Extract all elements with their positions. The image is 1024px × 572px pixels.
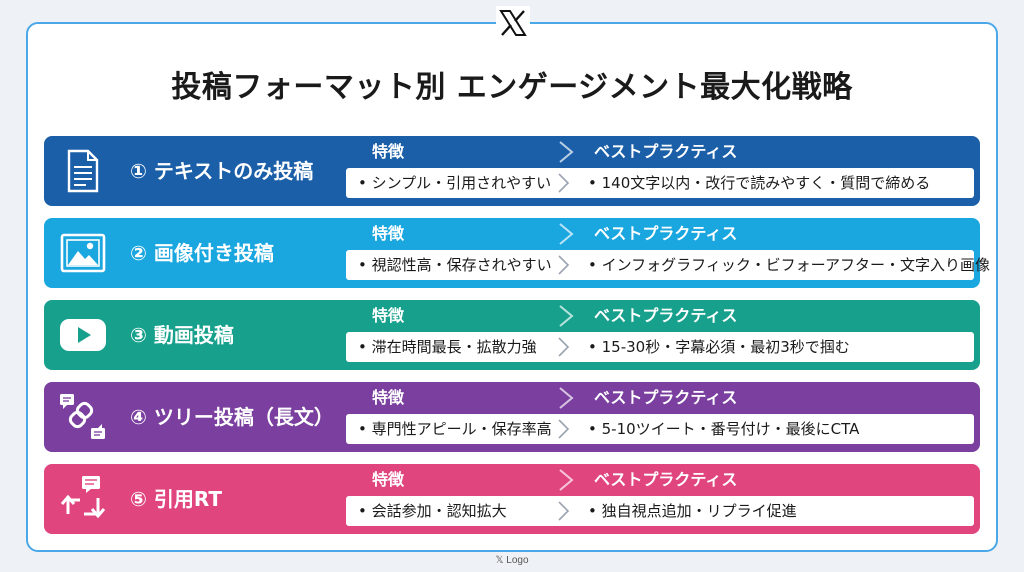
- quote-retweet-icon: [58, 474, 108, 524]
- features-text: • シンプル・引用されやすい: [346, 168, 554, 198]
- best-practice-text: • 140文字以内・改行で読みやすく・質問で締める: [574, 168, 974, 198]
- video-play-icon: [58, 310, 108, 360]
- chevron-right-icon: [559, 305, 574, 327]
- best-practice-text: • インフォグラフィック・ビフォーアフター・文字入り画像: [574, 250, 990, 280]
- features-header: 特徴: [372, 470, 405, 489]
- chevron-right-icon: [559, 387, 574, 409]
- format-row-thread: ④ ツリー投稿（長文） 特徴 ベストプラクティス • 専門性アピール・保存率高 …: [44, 382, 980, 452]
- features-text: • 視認性高・保存されやすい: [346, 250, 554, 280]
- best-practice-text: • 15-30秒・字幕必須・最初3秒で掴む: [574, 332, 974, 362]
- image-icon: [58, 228, 108, 278]
- chevron-right-icon: [559, 223, 574, 245]
- features-text: • 滞在時間最長・拡散力強: [346, 332, 554, 362]
- features-header: 特徴: [372, 306, 405, 325]
- format-name: ② 画像付き投稿: [130, 241, 274, 265]
- chevron-right-icon: [559, 141, 574, 163]
- features-text: • 会話参加・認知拡大: [346, 496, 554, 526]
- best-practice-text: • 5-10ツイート・番号付け・最後にCTA: [574, 414, 974, 444]
- format-name: ① テキストのみ投稿: [130, 159, 314, 183]
- features-header: 特徴: [372, 224, 405, 243]
- document-icon: [58, 146, 108, 196]
- best-practice-header: ベストプラクティス: [594, 388, 738, 407]
- best-practice-header: ベストプラクティス: [594, 142, 738, 161]
- page-title: 投稿フォーマット別 エンゲージメント最大化戦略: [171, 70, 853, 105]
- format-name: ⑤ 引用RT: [130, 487, 223, 511]
- thread-link-icon: [58, 392, 108, 442]
- chevron-right-icon: [559, 469, 574, 491]
- best-practice-header: ベストプラクティス: [594, 224, 738, 243]
- best-practice-header: ベストプラクティス: [594, 306, 738, 325]
- best-practice-text: • 独自視点追加・リプライ促進: [574, 496, 974, 526]
- format-row-text: ① テキストのみ投稿 特徴 ベストプラクティス • シンプル・引用されやすい •…: [44, 136, 980, 206]
- footer-logo-caption: 𝕏 Logo: [495, 555, 529, 566]
- best-practice-header: ベストプラクティス: [594, 470, 738, 489]
- format-name: ④ ツリー投稿（長文）: [130, 405, 334, 429]
- format-row-video: ③ 動画投稿 特徴 ベストプラクティス • 滞在時間最長・拡散力強 • 15-3…: [44, 300, 980, 370]
- format-name: ③ 動画投稿: [130, 323, 234, 347]
- x-logo-icon: [496, 6, 530, 40]
- format-row-image: ② 画像付き投稿 特徴 ベストプラクティス • 視認性高・保存されやすい • イ…: [44, 218, 990, 288]
- features-header: 特徴: [372, 388, 405, 407]
- format-row-quote-rt: ⑤ 引用RT 特徴 ベストプラクティス • 会話参加・認知拡大 • 独自視点追加…: [44, 464, 980, 534]
- features-text: • 専門性アピール・保存率高: [346, 414, 554, 444]
- features-header: 特徴: [372, 142, 405, 161]
